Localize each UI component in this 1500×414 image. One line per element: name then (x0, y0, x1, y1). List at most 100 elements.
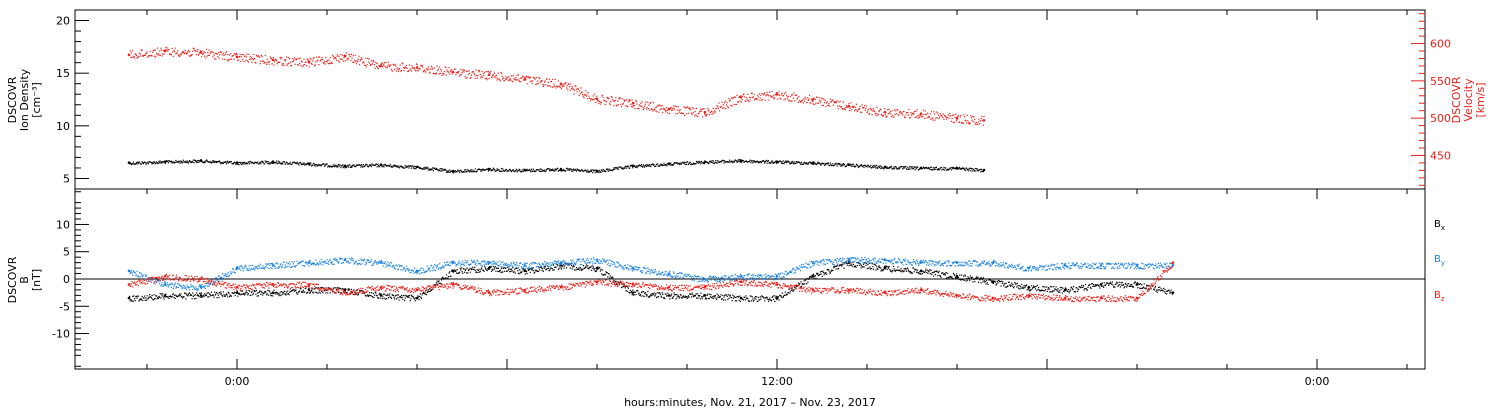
trace-point (597, 170, 598, 171)
trace-point (960, 115, 961, 116)
trace-point (304, 291, 305, 292)
trace-point (132, 275, 133, 276)
trace-point (842, 264, 843, 265)
trace-point (913, 113, 914, 114)
trace-point (275, 268, 276, 269)
trace-point (1084, 289, 1085, 290)
trace-point (283, 65, 284, 66)
trace-point (552, 170, 553, 171)
trace-point (468, 74, 469, 75)
trace-point (571, 265, 572, 266)
trace-point (813, 98, 814, 99)
trace-point (640, 165, 641, 166)
trace-point (684, 162, 685, 163)
trace-point (225, 54, 226, 55)
trace-point (673, 108, 674, 109)
trace-point (187, 285, 188, 286)
trace-point (154, 56, 155, 57)
trace-point (131, 52, 132, 53)
trace-point (373, 61, 374, 62)
trace-point (436, 282, 437, 283)
trace-point (470, 170, 471, 171)
trace-point (758, 99, 759, 100)
trace-point (907, 112, 908, 113)
trace-point (618, 169, 619, 170)
trace-point (723, 299, 724, 300)
trace-point (408, 167, 409, 168)
trace-point (436, 73, 437, 74)
trace-point (730, 295, 731, 296)
trace-point (930, 270, 931, 271)
trace-point (632, 167, 633, 168)
trace-point (480, 269, 481, 270)
trace-point (205, 162, 206, 163)
trace-point (187, 51, 188, 52)
trace-point (500, 171, 501, 172)
trace-point (548, 82, 549, 83)
trace-point (165, 49, 166, 50)
trace-point (136, 55, 137, 56)
trace-point (863, 167, 864, 168)
trace-point (358, 59, 359, 60)
trace-point (916, 272, 917, 273)
trace-point (642, 101, 643, 102)
trace-point (607, 276, 608, 277)
trace-point (914, 166, 915, 167)
trace-point (439, 66, 440, 67)
trace-point (358, 56, 359, 57)
trace-point (413, 166, 414, 167)
trace-point (288, 293, 289, 294)
trace-point (358, 260, 359, 261)
trace-point (964, 280, 965, 281)
trace-point (1111, 283, 1112, 284)
trace-point (293, 59, 294, 60)
trace-point (1071, 287, 1072, 288)
trace-point (268, 161, 269, 162)
trace-point (132, 163, 133, 164)
trace-point (475, 270, 476, 271)
trace-point (969, 278, 970, 279)
trace-point (627, 106, 628, 107)
trace-point (572, 171, 573, 172)
trace-point (776, 163, 777, 164)
trace-point (500, 80, 501, 81)
trace-point (935, 119, 936, 120)
trace-point (646, 295, 647, 296)
trace-point (192, 286, 193, 287)
trace-point (478, 269, 479, 270)
trace-point (481, 169, 482, 170)
trace-point (715, 162, 716, 163)
trace-point (250, 270, 251, 271)
trace-point (649, 164, 650, 165)
trace-point (923, 114, 924, 115)
trace-point (946, 277, 947, 278)
trace-point (965, 281, 966, 282)
trace-point (940, 277, 941, 278)
trace-point (322, 292, 323, 293)
trace-point (597, 266, 598, 267)
trace-point (485, 78, 486, 79)
trace-point (432, 68, 433, 69)
trace-point (141, 163, 142, 164)
trace-point (492, 269, 493, 270)
trace-point (526, 76, 527, 77)
trace-point (1139, 284, 1140, 285)
trace-point (932, 118, 933, 119)
trace-point (740, 101, 741, 102)
trace-point (705, 114, 706, 115)
trace-point (746, 97, 747, 98)
trace-point (725, 100, 726, 101)
trace-point (762, 93, 763, 94)
trace-point (515, 170, 516, 171)
trace-point (973, 116, 974, 117)
trace-point (464, 70, 465, 71)
trace-point (462, 273, 463, 274)
trace-point (372, 64, 373, 65)
trace-point (480, 169, 481, 170)
trace-point (780, 295, 781, 296)
trace-point (333, 164, 334, 165)
trace-point (775, 161, 776, 162)
trace-point (197, 162, 198, 163)
trace-point (605, 104, 606, 105)
trace-point (348, 261, 349, 262)
